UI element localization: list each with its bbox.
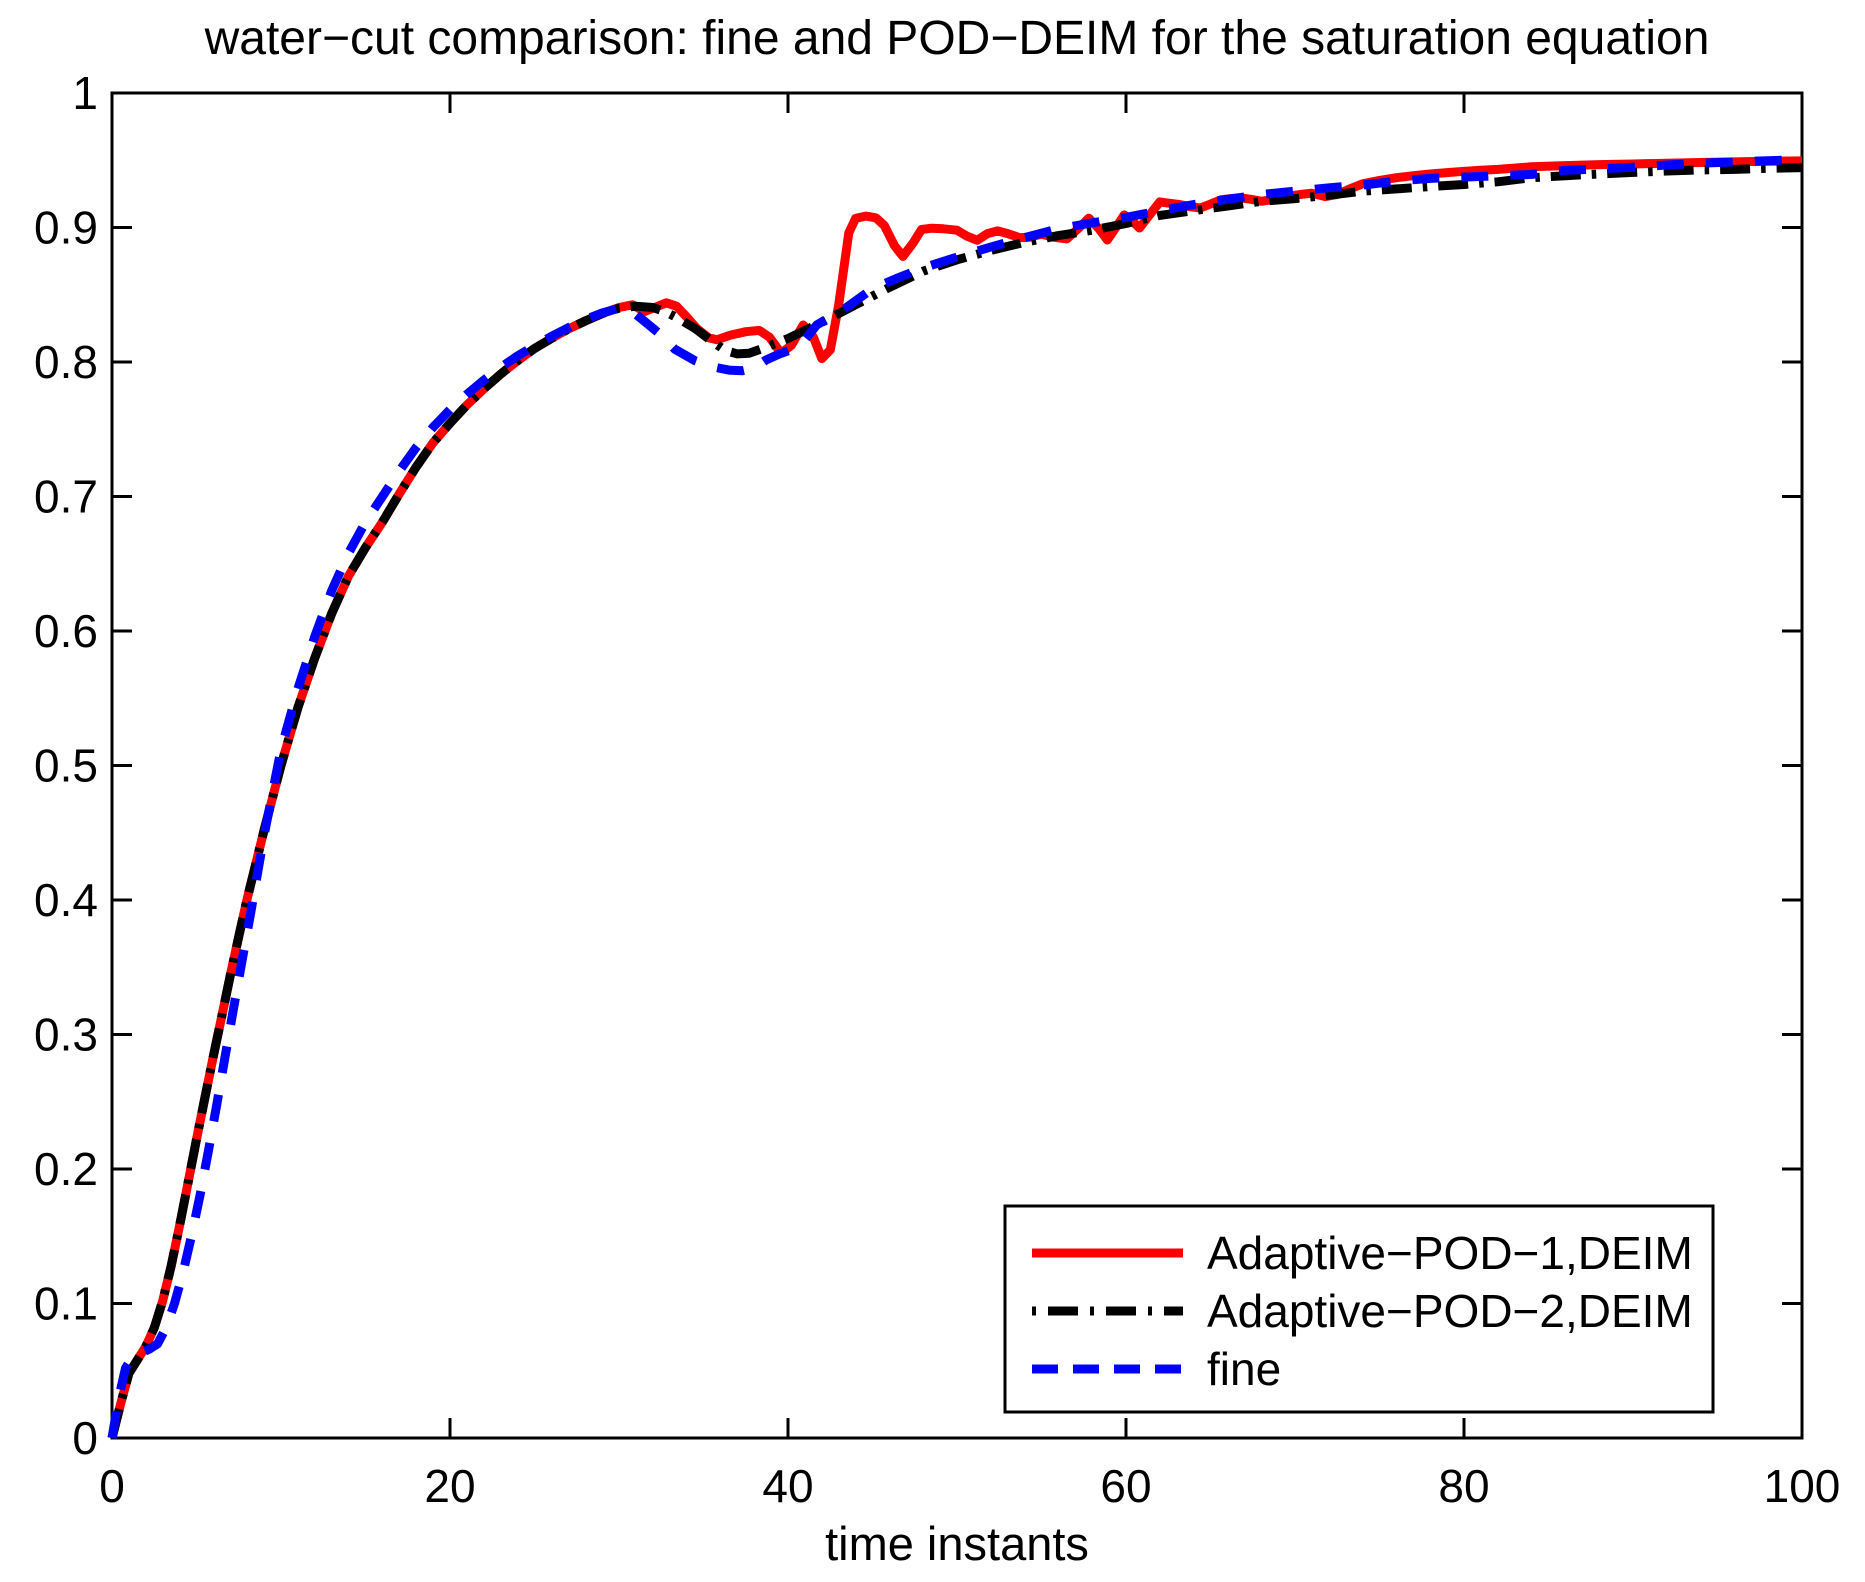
- y-tick-label: 0.6: [34, 605, 98, 657]
- y-tick-label: 0.3: [34, 1009, 98, 1061]
- legend-entry-label-1: Adaptive−POD−2,DEIM: [1207, 1285, 1693, 1337]
- y-tick-label: 0.8: [34, 336, 98, 388]
- y-tick-label: 0.7: [34, 471, 98, 523]
- y-tick-label: 1: [72, 67, 98, 119]
- y-tick-label: 0: [72, 1412, 98, 1464]
- legend-entry-label-2: fine: [1207, 1343, 1281, 1395]
- x-tick-label: 0: [99, 1460, 125, 1512]
- y-tick-label: 0.5: [34, 740, 98, 792]
- x-tick-label: 40: [762, 1460, 813, 1512]
- data-series: [107, 155, 1803, 1440]
- legend: Adaptive−POD−1,DEIM Adaptive−POD−2,DEIM fi…: [1003, 1204, 1715, 1414]
- chart-title: water−cut comparison: fine and POD−DEIM …: [204, 12, 1710, 65]
- x-tick-label: 100: [1764, 1460, 1841, 1512]
- y-tick-label: 0.2: [34, 1143, 98, 1195]
- y-tick-label: 0.1: [34, 1278, 98, 1330]
- x-axis-label: time instants: [825, 1517, 1089, 1570]
- x-tick-label: 20: [424, 1460, 475, 1512]
- x-tick-label: 80: [1438, 1460, 1489, 1512]
- y-tick-label: 0.4: [34, 874, 98, 926]
- y-tick-label: 0.9: [34, 202, 98, 254]
- x-tick-label: 60: [1100, 1460, 1151, 1512]
- axes: 0 20 40 60 80 100 0 0.1 0.2 0.3 0.4 0.5 0.6 0.7 0.8 0.9…: [34, 67, 1840, 1512]
- series-line-1: [107, 163, 1803, 1440]
- series-line-2: [107, 155, 1803, 1439]
- legend-entry-label-0: Adaptive−POD−1,DEIM: [1207, 1227, 1693, 1279]
